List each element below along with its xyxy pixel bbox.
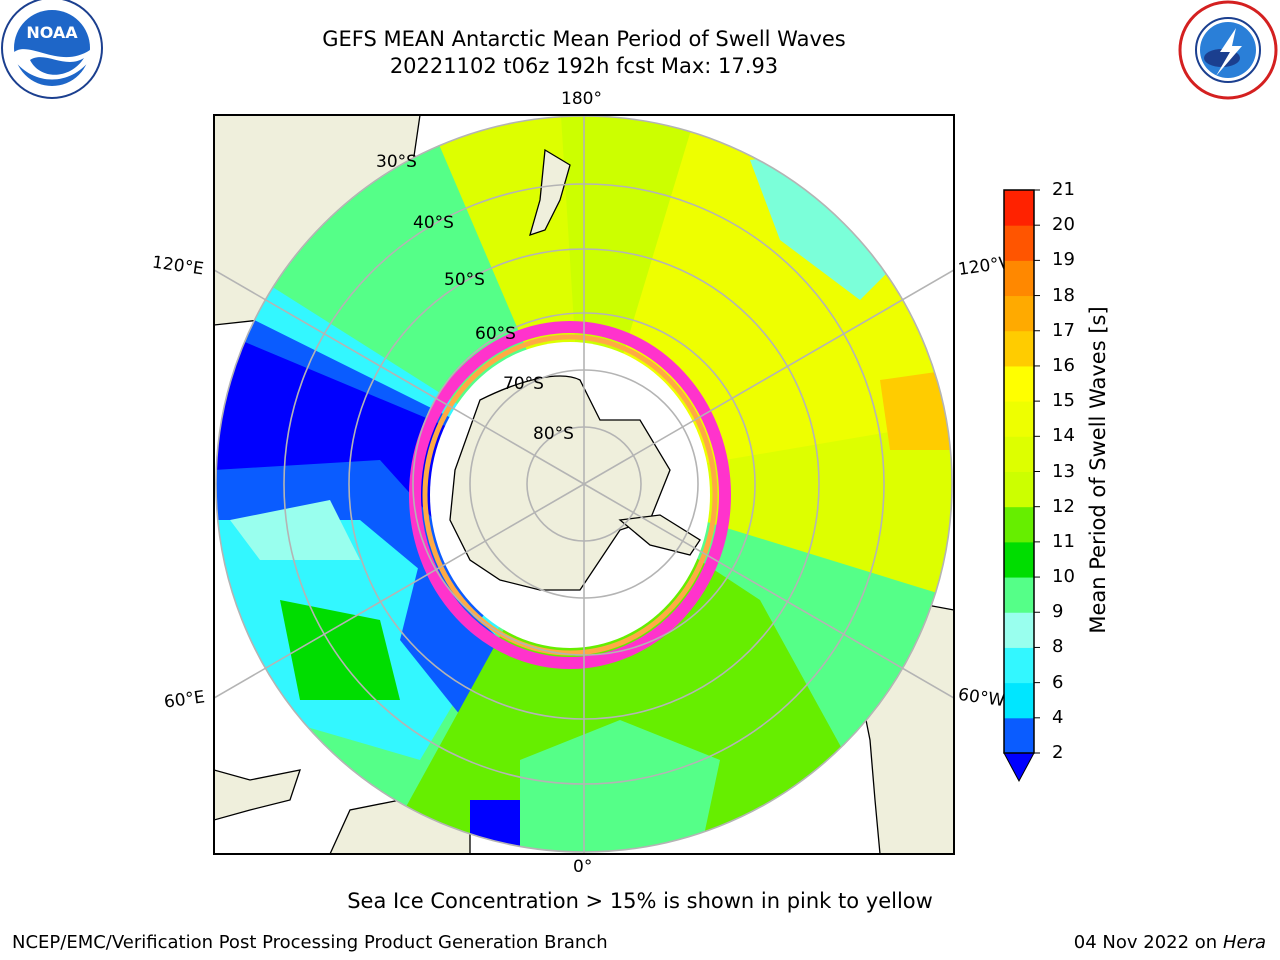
colorbar-tick-label: 10	[1052, 566, 1075, 588]
colorbar-segment	[1004, 295, 1034, 332]
footer-host: Hera	[1222, 932, 1266, 953]
africa-land	[214, 769, 301, 821]
colorbar-segment	[1004, 506, 1034, 543]
colorbar-segment	[1004, 436, 1034, 472]
colorbar-segment	[1004, 541, 1034, 578]
orange-swell-patch	[880, 370, 950, 450]
lat-label-80s: 80°S	[533, 424, 574, 444]
colorbar-tick-label: 15	[1052, 390, 1075, 412]
antarctica-land	[449, 375, 671, 591]
colorbar-tick-label: 4	[1052, 706, 1064, 728]
colorbar-segment	[1004, 365, 1034, 402]
colorbar-tick-label: 19	[1052, 249, 1075, 271]
colorbar-segment	[1004, 260, 1034, 297]
colorbar-segment	[1004, 647, 1034, 684]
colorbar-tick-label: 17	[1052, 319, 1075, 341]
colorbar-extend-triangle	[1003, 752, 1035, 783]
colorbar-segment	[1004, 682, 1034, 719]
colorbar-segment	[1004, 190, 1034, 226]
colorbar-tick-label: 9	[1052, 601, 1064, 623]
lat-label-40s: 40°S	[413, 213, 454, 233]
colorbar-label: Mean Period of Swell Waves [s]	[1086, 306, 1110, 634]
colorbar-tick-label: 21	[1052, 179, 1075, 200]
map-title: GEFS MEAN Antarctic Mean Period of Swell…	[322, 27, 846, 51]
noaa-logo: NOAA	[1, 0, 103, 99]
lat-label-60s: 60°S	[475, 324, 516, 344]
colorbar-tick-label: 2	[1052, 742, 1064, 763]
colorbar-tick-label: 16	[1052, 354, 1075, 376]
colorbar-tick-label: 8	[1052, 636, 1064, 658]
map-subtitle: 20221102 t06z 192h fcst Max: 17.93	[389, 54, 779, 78]
lon-label-0: 0°	[573, 857, 593, 877]
nws-logo	[1178, 0, 1278, 100]
lat-label-50s: 50°S	[444, 270, 485, 290]
colorbar-tick-label: 11	[1052, 530, 1075, 552]
footer-date-text: 04 Nov 2022 on	[1073, 932, 1218, 953]
colorbar-segment	[1004, 612, 1034, 648]
colorbar-tick-label: 12	[1052, 495, 1075, 517]
footer-credit: NCEP/EMC/Verification Post Processing Pr…	[12, 932, 608, 953]
colorbar-segment	[1004, 577, 1034, 613]
sea-ice-note: Sea Ice Concentration > 15% is shown in …	[347, 889, 933, 913]
colorbar-segment	[1004, 471, 1034, 508]
colorbar-segment	[1004, 401, 1034, 437]
footer-date: 04 Nov 2022 on Hera	[1074, 932, 1266, 953]
colorbar-tick-label: 20	[1052, 214, 1075, 236]
colorbar-segment	[1004, 717, 1034, 754]
colorbar-segment	[1004, 330, 1034, 367]
colorbar-segment	[1004, 225, 1034, 261]
colorbar-tick-label: 13	[1052, 460, 1075, 482]
colorbar-tick-label: 6	[1052, 671, 1064, 693]
lon-label-180: 180°	[561, 89, 602, 109]
lat-label-70s: 70°S	[503, 374, 544, 394]
map-frame	[213, 114, 955, 855]
colorbar	[1003, 189, 1040, 783]
lat-label-30s: 30°S	[376, 152, 417, 172]
colorbar-tick-label: 14	[1052, 425, 1075, 447]
colorbar-tick-label: 18	[1052, 284, 1075, 306]
new-zealand-land	[529, 148, 571, 237]
svg-text:NOAA: NOAA	[26, 23, 78, 42]
